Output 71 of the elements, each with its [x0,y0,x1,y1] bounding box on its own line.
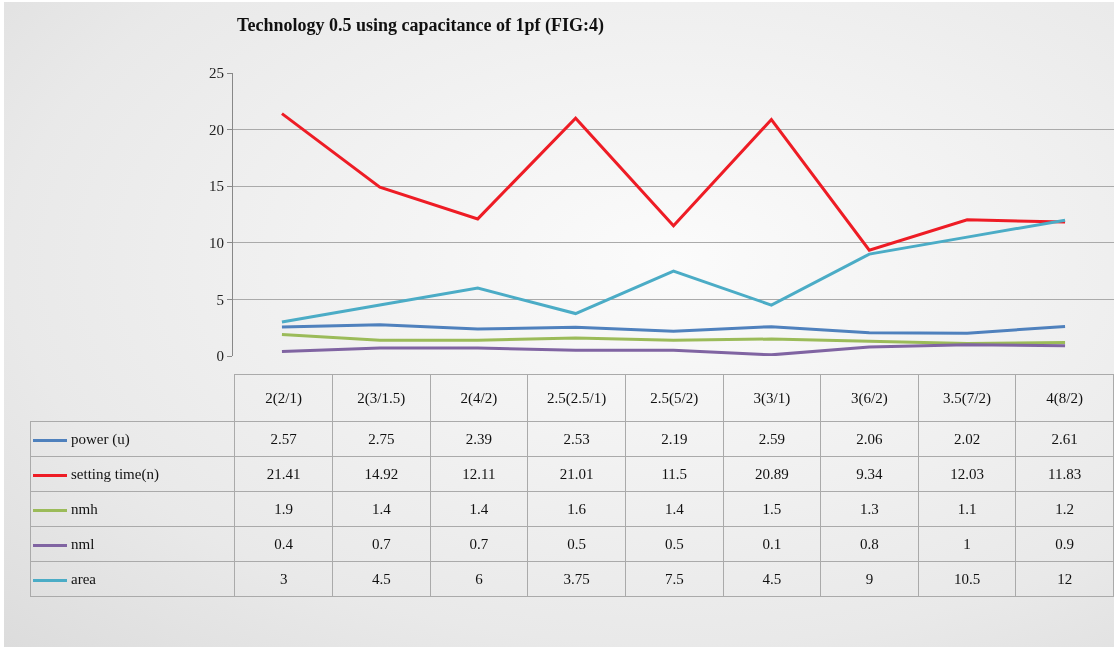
legend-label: nml [71,535,95,552]
data-label: 1.3 [820,491,919,527]
legend-label: setting time(n) [71,465,159,482]
data-label: 11.83 [1015,456,1114,492]
y-tick-label: 0 [216,348,224,365]
x-tick-label: 2.5(5/2) [625,374,724,422]
data-label: 7.5 [625,561,724,597]
data-label: 2.53 [527,421,626,457]
data-label: 1.2 [1015,491,1114,527]
data-label: 21.01 [527,456,626,492]
legend-label: nmh [71,500,98,517]
line-series [280,332,1067,346]
y-tick-label: 25 [209,65,224,82]
data-label: 0.8 [820,526,919,562]
data-label: 2.61 [1015,421,1114,457]
x-tick-label: 2(3/1.5) [332,374,431,422]
data-label: 2.75 [332,421,431,457]
data-label: 10.5 [918,561,1016,597]
y-tick-label: 5 [216,291,224,308]
data-label: 3.75 [527,561,626,597]
data-label: 6 [430,561,528,597]
data-label: 1.6 [527,491,626,527]
data-label: 1.4 [625,491,724,527]
data-label: 0.7 [332,526,431,562]
data-label: 14.92 [332,456,431,492]
data-label: 2.02 [918,421,1016,457]
legend-label: power (u) [71,430,130,447]
data-label: 4.5 [332,561,431,597]
x-tick-label: 2(2/1) [234,374,333,422]
data-label: 0.4 [234,526,333,562]
line-series [280,218,1067,324]
data-label: 3 [234,561,333,597]
data-label: 12 [1015,561,1114,597]
y-tick-label: 20 [209,121,224,138]
data-label: 1 [918,526,1016,562]
data-label: 4.5 [723,561,821,597]
data-label: 2.19 [625,421,724,457]
data-label: 0.9 [1015,526,1114,562]
data-label: 21.41 [234,456,333,492]
line-series [280,112,1067,252]
data-label: 12.11 [430,456,528,492]
data-label: 2.57 [234,421,333,457]
data-label: 12.03 [918,456,1016,492]
data-label: 0.5 [527,526,626,562]
data-label: 0.1 [723,526,821,562]
data-label: 1.5 [723,491,821,527]
x-tick-label: 4(8/2) [1015,374,1114,422]
x-tick-label: 3(3/1) [723,374,821,422]
x-tick-label: 3.5(7/2) [918,374,1016,422]
data-label: 2.06 [820,421,919,457]
data-label: 0.7 [430,526,528,562]
data-label: 11.5 [625,456,724,492]
data-label: 1.9 [234,491,333,527]
line-series [280,323,1067,335]
data-label: 1.4 [332,491,431,527]
data-label: 9.34 [820,456,919,492]
data-label: 9 [820,561,919,597]
data-label: 2.39 [430,421,528,457]
x-tick-label: 2.5(2.5/1) [527,374,626,422]
data-label: 2.59 [723,421,821,457]
legend-label: area [71,570,96,587]
data-label: 20.89 [723,456,821,492]
x-tick-label: 3(6/2) [820,374,919,422]
y-tick-label: 10 [209,235,224,252]
y-tick-label: 15 [209,178,224,195]
data-label: 1.4 [430,491,528,527]
line-series [280,343,1067,356]
chart-title: Technology 0.5 using capacitance of 1pf (FIG:4) [237,15,604,37]
data-label: 0.5 [625,526,724,562]
x-tick-label: 2(4/2) [430,374,528,422]
data-label: 1.1 [918,491,1016,527]
